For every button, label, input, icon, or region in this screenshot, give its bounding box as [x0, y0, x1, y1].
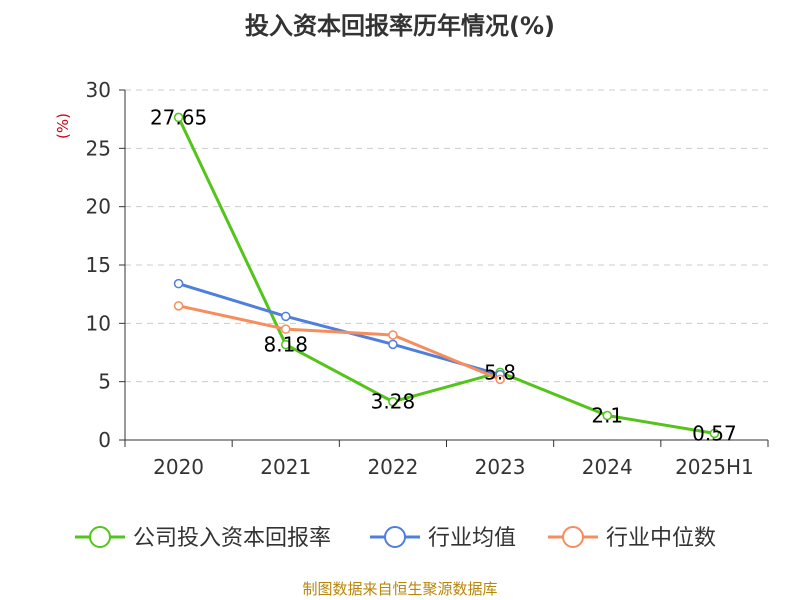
- x-tick-label: 2024: [582, 455, 633, 479]
- legend-marker: [384, 526, 406, 548]
- y-tick-label: 5: [98, 370, 111, 394]
- y-tick-label: 30: [86, 78, 111, 102]
- legend-marker: [562, 526, 584, 548]
- legend-marker: [89, 526, 111, 548]
- series-line: [178, 282, 501, 377]
- legend-item[interactable]: 行业中位数: [548, 526, 716, 551]
- y-tick-label: 15: [86, 253, 111, 277]
- x-tick-label: 2021: [260, 455, 311, 479]
- series-lines: [173, 112, 720, 439]
- legend-label: 行业均值: [428, 526, 516, 551]
- data-point: [495, 374, 505, 385]
- data-label: 3.28: [371, 390, 416, 414]
- x-tick-label: 2023: [475, 455, 526, 479]
- y-axis-label: (%): [54, 113, 72, 139]
- y-tick-label: 10: [86, 311, 111, 335]
- data-point: [709, 428, 720, 439]
- data-point: [173, 278, 184, 289]
- y-tick-label: 20: [86, 195, 111, 219]
- data-point: [388, 339, 398, 350]
- x-tick-label: 2020: [153, 455, 204, 479]
- legend[interactable]: 公司投入资本回报率 行业均值 行业中位数: [75, 526, 716, 551]
- source-note: 制图数据来自恒生聚源数据库: [302, 580, 498, 598]
- series-line: [177, 116, 715, 435]
- legend-label: 公司投入资本回报率: [133, 526, 331, 551]
- data-point: [388, 396, 398, 407]
- data-point: [388, 330, 398, 340]
- y-tick-label: 0: [98, 428, 111, 452]
- legend-label: 行业中位数: [606, 526, 716, 551]
- axes: 0 5 10 15 20 25 30 (%) 2020 2021 2022 2023 2024 2025H…: [54, 78, 769, 479]
- chart-title: 投入资本回报率历年情况(%): [245, 12, 555, 40]
- data-label: 2.1: [591, 404, 623, 428]
- y-tick-label: 25: [86, 136, 111, 160]
- data-point: [602, 410, 612, 421]
- data-label: 5.8: [484, 360, 516, 384]
- data-point: [281, 339, 291, 350]
- series-line: [178, 304, 501, 381]
- grid-lines: [125, 89, 768, 383]
- data-labels: 27.65 8.18 3.28 5.8 2.1 0.57: [150, 105, 737, 445]
- legend-item[interactable]: 行业均值: [370, 526, 516, 551]
- data-point: [281, 311, 291, 322]
- data-point: [173, 301, 184, 311]
- x-tick-label: 2022: [367, 455, 418, 479]
- data-point: [173, 112, 184, 123]
- legend-item[interactable]: 公司投入资本回报率: [75, 526, 331, 551]
- data-label: 8.18: [263, 333, 308, 357]
- data-label: 0.57: [692, 421, 737, 445]
- x-tick-label: 2025H1: [675, 455, 754, 479]
- data-point: [281, 324, 291, 334]
- data-label: 27.65: [150, 105, 207, 129]
